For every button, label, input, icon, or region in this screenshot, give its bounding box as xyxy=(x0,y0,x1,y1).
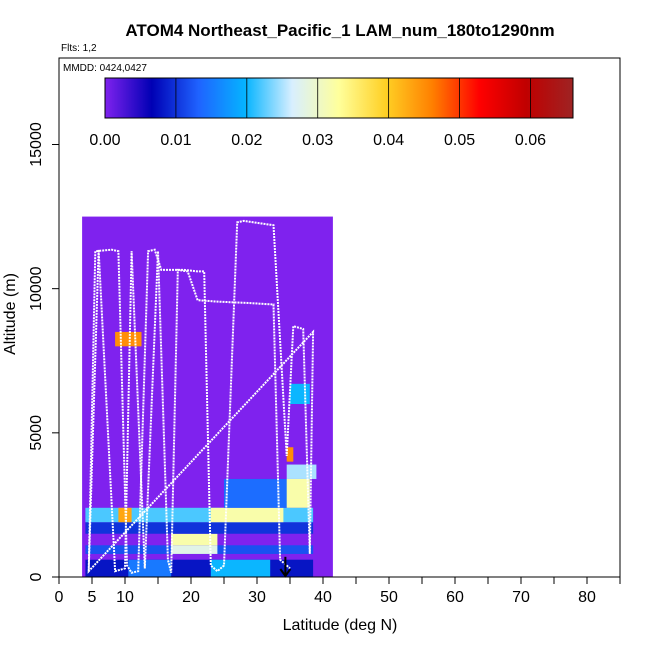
heatmap-cell xyxy=(290,383,310,404)
heatmap-cell xyxy=(286,478,310,508)
heatmap-cell xyxy=(286,464,317,479)
heatmap-cell xyxy=(85,559,314,577)
heatmap-cell xyxy=(171,545,218,554)
plot-frame xyxy=(58,57,621,578)
heatmap-cell xyxy=(115,331,142,347)
colorbar-tick-label: 0.01 xyxy=(160,132,191,149)
flight-track xyxy=(87,219,315,574)
y-axis: 0 5000 10000 15000 xyxy=(28,122,59,581)
arrow-head xyxy=(279,568,292,578)
flights-note: Flts: 1,2 xyxy=(61,43,97,54)
colorbar-tick-label: 0.04 xyxy=(373,132,404,149)
x-tick-label: 40 xyxy=(314,589,332,606)
y-tick-label: 15000 xyxy=(28,122,45,167)
colorbar-tick-label: 0.02 xyxy=(231,132,262,149)
colorbar-tick-label: 0.06 xyxy=(515,132,546,149)
x-axis-label: Latitude (deg N) xyxy=(283,617,398,634)
x-tick-label: 30 xyxy=(248,589,266,606)
y-tick-label: 5000 xyxy=(28,415,45,451)
colorbar-tick-label: 0.00 xyxy=(89,132,120,149)
colorbar-tick-label: 0.05 xyxy=(444,132,475,149)
x-tick-label: 5 xyxy=(88,589,97,606)
y-axis-label: Altitude (m) xyxy=(2,273,19,355)
heatmap-cell xyxy=(85,522,314,534)
heatmap-cells xyxy=(82,216,333,578)
x-tick-label: 0 xyxy=(55,589,64,606)
plot-area xyxy=(58,57,621,578)
position-arrow xyxy=(279,556,292,578)
date-note: MMDD: 0424,0427 xyxy=(63,63,147,74)
colorbar: 0.00 0.01 0.02 0.03 0.04 0.05 0.06 xyxy=(89,77,574,149)
chart-title: ATOM4 Northeast_Pacific_1 LAM_num_180to1… xyxy=(125,21,554,40)
x-tick-label: 50 xyxy=(380,589,398,606)
x-tick-label: 70 xyxy=(512,589,530,606)
x-tick-label: 60 xyxy=(446,589,464,606)
x-tick-label: 10 xyxy=(116,589,134,606)
y-tick-label: 10000 xyxy=(28,266,45,311)
x-tick-label: 80 xyxy=(578,589,596,606)
flight-track-line xyxy=(87,219,315,574)
heatmap-cell xyxy=(286,447,294,462)
y-tick-label: 0 xyxy=(28,572,45,581)
heatmap-cell xyxy=(210,559,271,577)
x-tick-label: 20 xyxy=(182,589,200,606)
heatmap-cell xyxy=(171,533,218,546)
colorbar-tick-label: 0.03 xyxy=(302,132,333,149)
colorbar-gradient xyxy=(104,77,574,119)
x-axis: 0 5 10 20 30 40 50 60 70 80 xyxy=(55,577,621,606)
heatmap-cell xyxy=(128,559,172,577)
heatmap-cell xyxy=(210,507,284,523)
